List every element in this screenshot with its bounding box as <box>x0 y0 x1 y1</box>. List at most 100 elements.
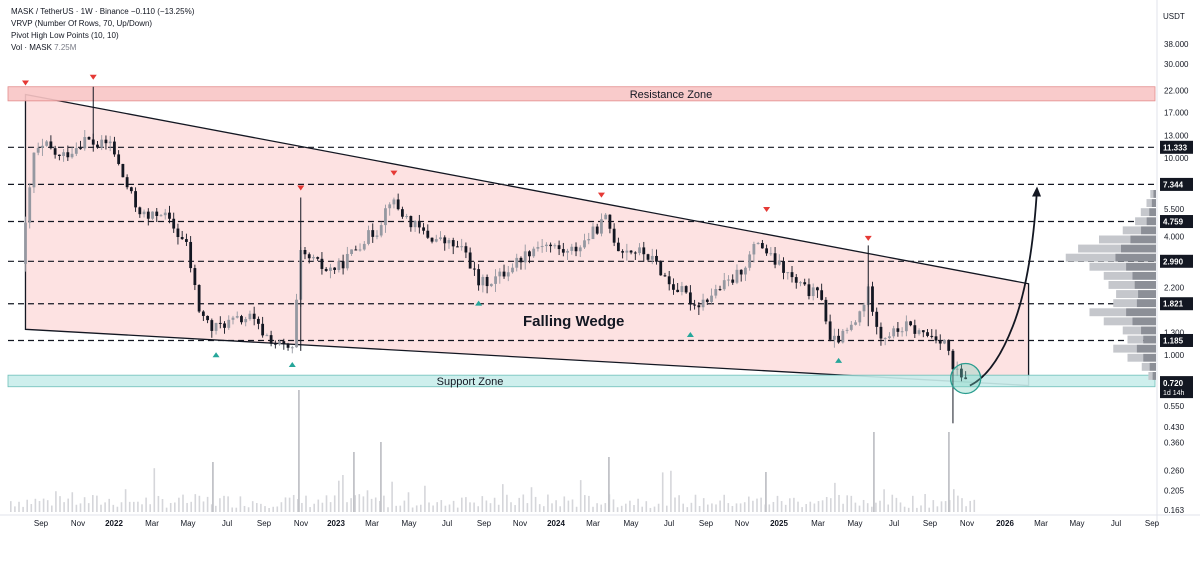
candle-down <box>333 267 337 270</box>
volume-bar <box>924 494 926 512</box>
volume-bar <box>789 498 791 512</box>
candle-up <box>786 272 790 274</box>
volume-bar <box>317 499 320 512</box>
y-tick-label: 13.000 <box>1164 132 1189 141</box>
candle-down <box>646 254 650 260</box>
volume-bar <box>809 501 812 512</box>
volume-bar <box>702 498 705 512</box>
candle-down <box>176 228 180 238</box>
volume-bar <box>358 494 361 512</box>
volume-bar <box>514 505 516 512</box>
vrvp-bar-up <box>1116 290 1139 298</box>
volume-bar <box>907 507 910 512</box>
x-tick-label: Sep <box>699 519 714 528</box>
volume-bar <box>694 494 697 512</box>
candle-up <box>752 243 756 255</box>
x-tick-label: Nov <box>960 519 974 528</box>
candle-down <box>608 214 612 229</box>
candle-up <box>83 136 87 149</box>
candle-down <box>273 343 277 345</box>
candle-down <box>409 216 413 228</box>
volume-spike <box>948 432 950 512</box>
volume-bar <box>752 500 754 512</box>
vrvp-bar-down <box>1141 326 1156 335</box>
level-tag-label: 1.821 <box>1163 300 1184 309</box>
x-tick-label: 2024 <box>547 519 565 528</box>
volume-bar <box>858 505 861 512</box>
candle-up <box>163 212 167 216</box>
volume-bar <box>157 495 160 512</box>
candle-down <box>875 311 879 327</box>
candle-down <box>286 344 290 348</box>
candle-up <box>943 339 946 344</box>
vrvp-bar-down <box>1136 344 1156 353</box>
last-price-countdown: 1d 14h <box>1163 390 1185 397</box>
candle-up <box>384 208 387 226</box>
volume-bar <box>313 503 315 512</box>
legend-pivot[interactable]: Pivot High Low Points (10, 10) <box>11 31 119 40</box>
candle-up <box>858 311 862 323</box>
volume-bar <box>338 480 340 512</box>
volume-bar <box>891 494 894 512</box>
candle-up <box>345 253 349 269</box>
pivot-low-marker <box>288 362 296 367</box>
volume-bar <box>452 500 455 512</box>
volume-bar <box>850 495 853 512</box>
volume-bar <box>215 505 217 512</box>
x-tick-label: Sep <box>257 519 272 528</box>
volume-bar <box>403 500 406 512</box>
volume-spike <box>212 462 214 512</box>
candle-down <box>718 289 722 291</box>
volume-bar <box>743 502 746 512</box>
candle-down <box>528 251 531 257</box>
candle-down <box>960 368 963 378</box>
level-tag-label: 2.990 <box>1163 257 1184 266</box>
volume-bar <box>957 495 959 512</box>
candle-up <box>28 187 32 223</box>
pivot-low-marker <box>835 357 843 363</box>
volume-bar <box>276 506 279 512</box>
candle-down <box>621 251 625 253</box>
volume-bar <box>305 495 307 512</box>
candle-down <box>938 340 942 344</box>
candle-up <box>892 328 896 337</box>
x-tick-label: Jul <box>442 519 452 528</box>
volume-bar <box>559 506 561 512</box>
x-tick-label: Mar <box>145 519 159 528</box>
legend-symbol-row[interactable]: MASK / TetherUS · 1W · Binance −0.110 (−… <box>11 6 194 18</box>
volume-bar <box>247 507 250 512</box>
x-tick-label: Nov <box>513 519 527 528</box>
volume-bar <box>879 500 881 512</box>
volume-bar <box>661 472 664 512</box>
legend-volume[interactable]: Vol · MASK 7.25M <box>11 42 194 54</box>
candle-up <box>849 324 853 330</box>
volume-bar <box>153 468 156 512</box>
vrvp-bar-down <box>1152 372 1156 380</box>
volume-bar <box>415 505 418 512</box>
vrvp-bar-up <box>1099 235 1131 244</box>
vrvp-bar-down <box>1149 362 1156 371</box>
candle-up <box>329 267 332 271</box>
candle-up <box>41 145 44 148</box>
candle-down <box>422 227 425 231</box>
candle-down <box>307 254 311 259</box>
candle-up <box>540 246 544 248</box>
vrvp-bar-down <box>1136 299 1156 308</box>
volume-bar <box>124 489 127 512</box>
candle-down <box>790 272 794 278</box>
y-tick-label: 0.430 <box>1164 423 1185 432</box>
volume-bar <box>616 507 619 512</box>
legend-vrvp[interactable]: VRVP (Number Of Rows, 70, Up/Down) <box>11 19 153 28</box>
candle-down <box>485 276 489 287</box>
volume-bar <box>588 495 590 512</box>
candle-up <box>439 237 442 240</box>
candle-up <box>290 347 294 349</box>
volume-bar <box>10 501 12 512</box>
volume-bar <box>584 495 586 512</box>
candle-down <box>921 330 925 333</box>
volume-bar <box>379 500 381 512</box>
volume-bar <box>805 504 807 512</box>
candle-up <box>625 250 629 253</box>
volume-bar <box>534 496 537 512</box>
